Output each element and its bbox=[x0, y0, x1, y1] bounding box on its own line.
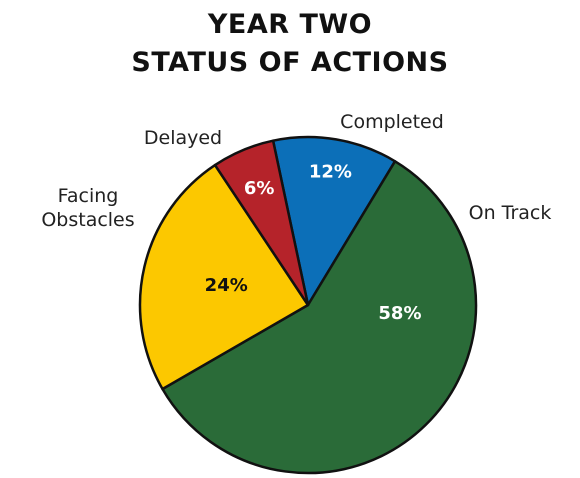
pie-slice bbox=[213, 139, 310, 307]
category-label: On Track bbox=[468, 202, 552, 224]
pie-slice bbox=[138, 163, 310, 391]
category-label: Facing Obstacles bbox=[41, 185, 135, 231]
pie-slice bbox=[161, 160, 478, 475]
value-label: 12% bbox=[309, 161, 352, 182]
value-label: 24% bbox=[205, 275, 248, 296]
value-label: 6% bbox=[244, 178, 275, 199]
value-label: 58% bbox=[378, 303, 421, 324]
category-label: Completed bbox=[340, 111, 444, 133]
category-label: Delayed bbox=[143, 127, 223, 149]
chart-title: YEAR TWO STATUS OF ACTIONS bbox=[131, 9, 449, 78]
pie-slice bbox=[271, 135, 397, 307]
